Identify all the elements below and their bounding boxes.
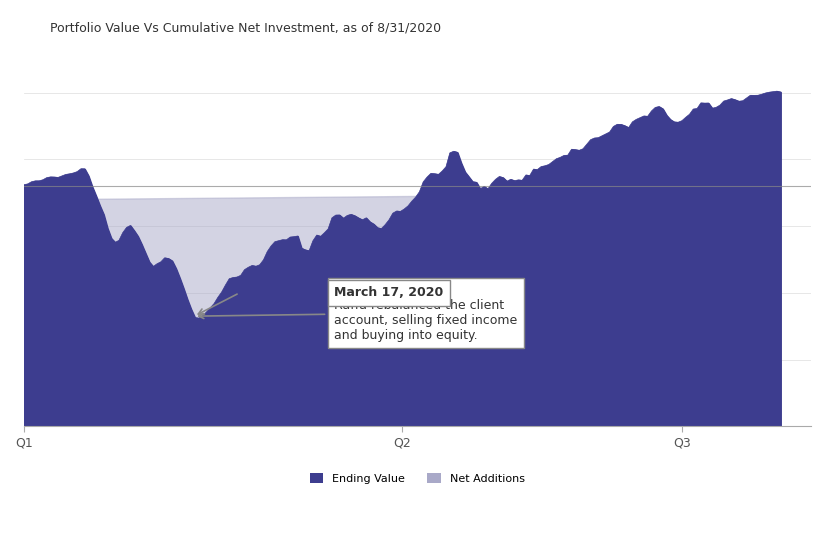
Text: Portfolio Value Vs Cumulative Net Investment, as of 8/31/2020: Portfolio Value Vs Cumulative Net Invest… <box>50 21 441 34</box>
Legend: Ending Value, Net Additions: Ending Value, Net Additions <box>306 468 529 488</box>
Text: March 17, 2020
Raffa rebalanced the client
account, selling fixed income
and buy: March 17, 2020 Raffa rebalanced the clie… <box>199 284 517 342</box>
Text: March 17, 2020: March 17, 2020 <box>335 286 444 299</box>
